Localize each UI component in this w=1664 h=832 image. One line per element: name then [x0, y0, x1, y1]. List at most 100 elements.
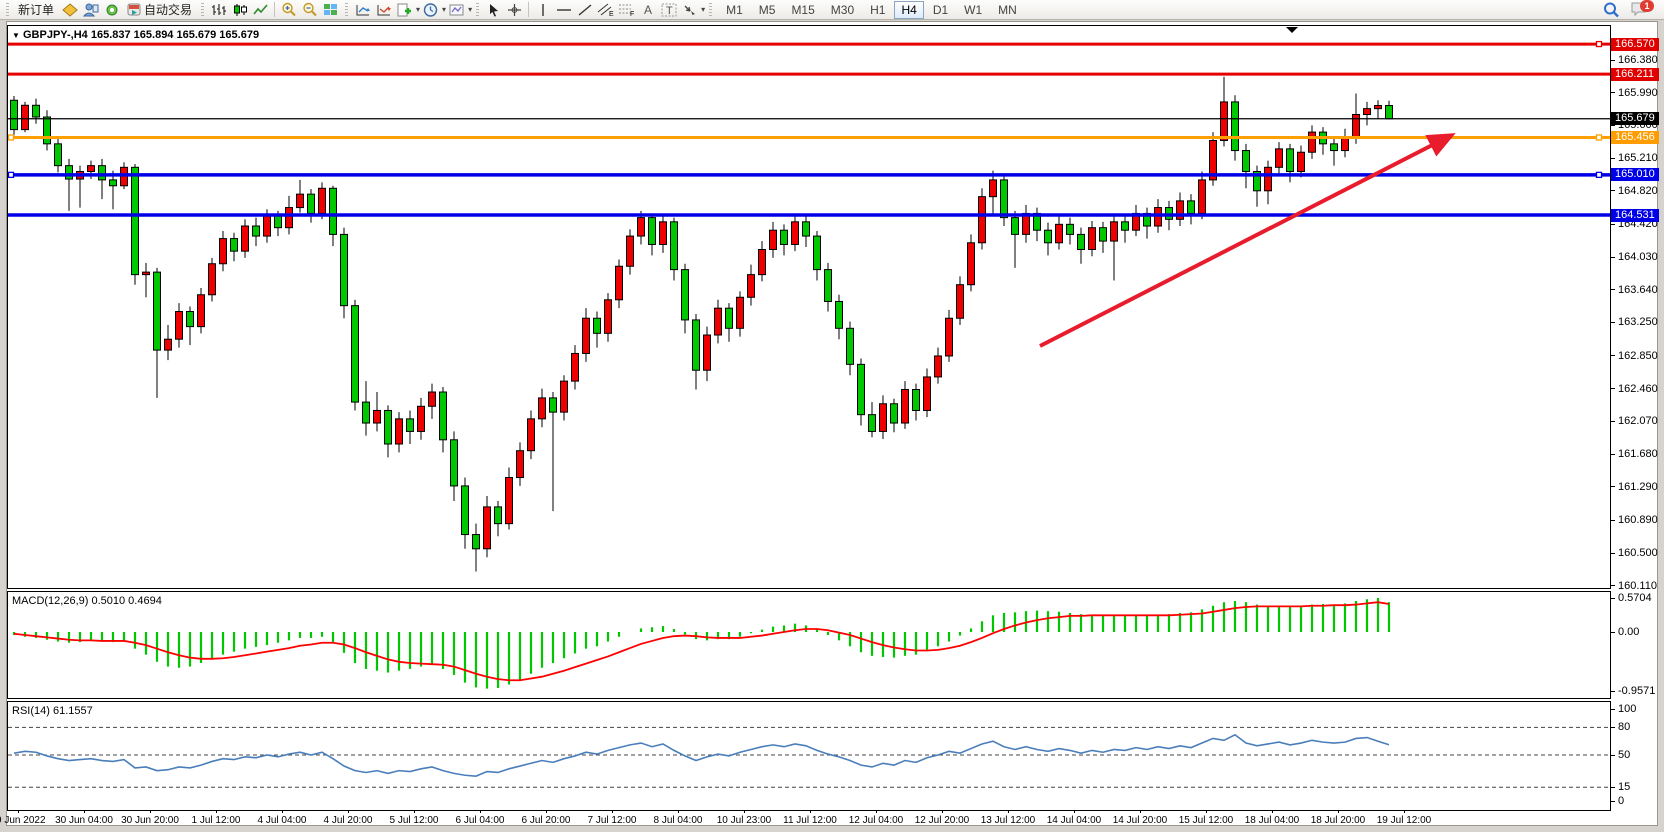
auto-trading-icon [127, 3, 141, 16]
timeframe-button-m30[interactable]: M30 [824, 1, 861, 19]
cursor-tool-icon[interactable] [483, 1, 504, 19]
line-drag-handle[interactable] [1595, 171, 1603, 179]
templates-caret-icon[interactable]: ▾ [468, 5, 473, 14]
candle [846, 321, 854, 376]
indicators-add-icon[interactable] [394, 1, 415, 19]
horizontal-line-tool-icon[interactable] [553, 1, 574, 19]
candle [373, 392, 381, 432]
line-drag-handle[interactable] [8, 134, 15, 141]
candle [1176, 192, 1184, 227]
chat-button[interactable]: 1 [1630, 0, 1654, 19]
trend-arrow[interactable] [1039, 133, 1456, 348]
candle [813, 231, 821, 281]
templates-icon[interactable] [446, 1, 467, 19]
indicators-caret-icon[interactable]: ▾ [416, 5, 421, 14]
timeframe-button-m1[interactable]: M1 [719, 1, 750, 19]
profiles-icon[interactable] [59, 1, 80, 19]
arrows-tool-icon[interactable] [679, 1, 700, 19]
time-label: 8 Jul 04:00 [653, 815, 703, 826]
tile-windows-icon[interactable] [320, 1, 341, 19]
text-tool-icon[interactable]: A [637, 1, 658, 19]
timeframe-button-m5[interactable]: M5 [752, 1, 783, 19]
new-order-button[interactable]: 新订单 [13, 1, 59, 19]
price-tick-label: 165.210 [1618, 152, 1658, 165]
timeframe-button-m15[interactable]: M15 [784, 1, 821, 19]
toolbar-grip[interactable] [709, 2, 713, 17]
timeframe-button-mn[interactable]: MN [991, 1, 1024, 19]
candle [901, 381, 909, 429]
search-icon[interactable] [1601, 1, 1622, 19]
toolbar-grip[interactable] [201, 2, 205, 17]
price-tick-label: 160.890 [1618, 514, 1658, 527]
chart-shift-marker[interactable] [1286, 27, 1298, 33]
candle [384, 405, 392, 458]
candle [868, 402, 876, 438]
toolbar-grip[interactable] [345, 2, 349, 17]
time-tick [1338, 810, 1339, 813]
symbol-dropdown-icon[interactable]: ▼ [12, 31, 20, 40]
candle [219, 231, 227, 272]
line-drag-handle[interactable] [1595, 40, 1603, 48]
time-label: 6 Jul 04:00 [455, 815, 505, 826]
candle [571, 345, 579, 390]
price-tick-label: 166.380 [1618, 54, 1658, 66]
crosshair-tool-icon[interactable] [504, 1, 525, 19]
candle [1000, 174, 1008, 227]
candle [1209, 132, 1217, 186]
candlestick-type-icon[interactable] [229, 1, 250, 19]
timeframe-button-w1[interactable]: W1 [957, 1, 989, 19]
price-tick-dash [1611, 321, 1615, 323]
signals-icon[interactable] [101, 1, 122, 19]
candle [1220, 76, 1228, 147]
candle [362, 381, 370, 436]
rsi-tick-dash [1611, 786, 1615, 788]
line-drag-handle[interactable] [1595, 134, 1603, 141]
toolbar-grip[interactable] [6, 2, 9, 17]
timeframe-button-h4[interactable]: H4 [894, 0, 924, 19]
vertical-line-tool-icon[interactable] [532, 1, 553, 19]
macd-panel-canvas[interactable] [7, 591, 1611, 699]
candle [659, 215, 667, 253]
candle [351, 299, 359, 411]
auto-trading-button[interactable]: 自动交易 [122, 1, 197, 19]
zoom-out-icon[interactable] [299, 1, 320, 19]
candle [10, 96, 18, 136]
candle [824, 262, 832, 312]
rsi-panel-canvas[interactable] [7, 701, 1611, 811]
arrows-caret-icon[interactable]: ▾ [701, 5, 706, 14]
time-tick [150, 810, 151, 813]
market-watch-icon[interactable] [80, 1, 101, 19]
timeframe-button-h1[interactable]: H1 [863, 1, 892, 19]
price-tick-dash [1611, 124, 1615, 126]
candle [296, 179, 304, 213]
periods-clock-icon[interactable] [420, 1, 441, 19]
toolbar-grip[interactable] [476, 2, 480, 17]
zoom-in-icon[interactable] [278, 1, 299, 19]
time-tick [1272, 810, 1273, 813]
line-drag-handle[interactable] [8, 171, 15, 179]
price-tick-label: 162.070 [1618, 415, 1658, 428]
line-chart-type-icon[interactable] [250, 1, 271, 19]
bar-chart-type-icon[interactable] [208, 1, 229, 19]
arrange-windows-icon[interactable] [373, 1, 394, 19]
price-tick-dash [1611, 552, 1615, 554]
price-tick-label: 160.500 [1618, 547, 1658, 559]
candle [1374, 100, 1382, 119]
arrange-charts-icon[interactable] [352, 1, 373, 19]
candle [21, 101, 29, 133]
equidistant-channel-tool-icon[interactable]: E [595, 1, 616, 19]
candle [1110, 213, 1118, 281]
macd-tick-label: -0.9571 [1618, 685, 1656, 697]
time-tick [1206, 810, 1207, 813]
toolbar-separator [274, 2, 276, 17]
trendline-tool-icon[interactable] [574, 1, 595, 19]
candle [692, 314, 700, 390]
timeframe-button-d1[interactable]: D1 [926, 1, 955, 19]
toolbar-right: 1 [1601, 0, 1662, 19]
price-tick-label: 163.250 [1618, 316, 1658, 329]
fibonacci-tool-icon[interactable]: F [616, 1, 637, 19]
periods-caret-icon[interactable]: ▾ [442, 5, 447, 14]
text-label-tool-icon[interactable]: T [658, 1, 679, 19]
main-chart-canvas[interactable] [7, 25, 1611, 589]
candle [1066, 217, 1074, 245]
